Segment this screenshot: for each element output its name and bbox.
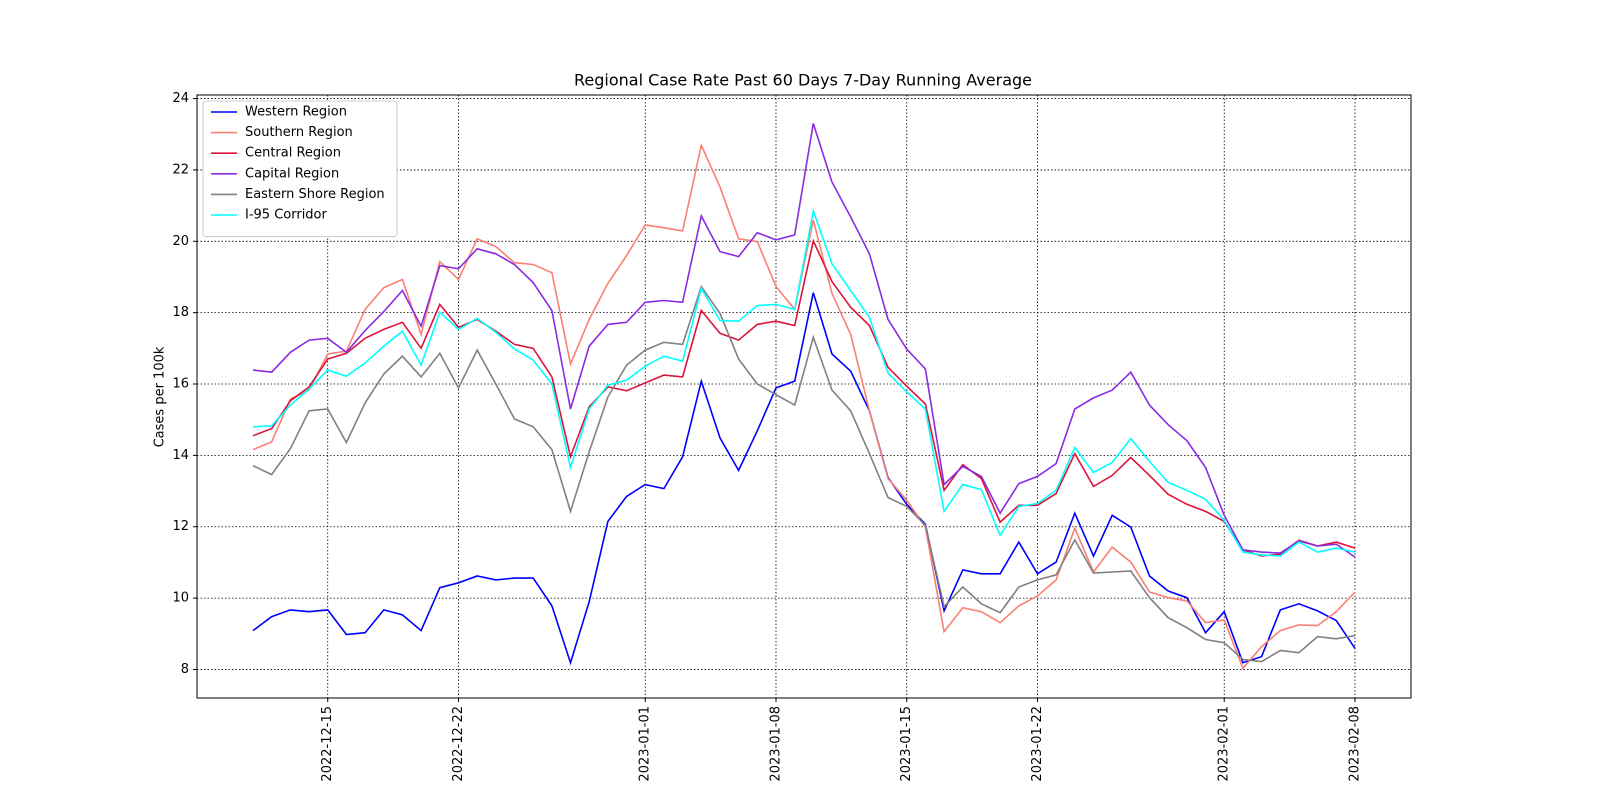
y-tick-label: 20 [172, 234, 189, 249]
series-line [252, 292, 1356, 666]
y-tick-label: 14 [172, 448, 189, 463]
legend: Western Region Southern Region Central Reg… [202, 100, 398, 238]
y-tick-label: 12 [172, 519, 189, 534]
y-tick-label: 22 [172, 162, 189, 177]
legend-label: Southern Region [245, 125, 353, 140]
x-tick-label: 2022-12-22 [451, 706, 466, 782]
series-line [252, 238, 1356, 557]
y-axis-label: Cases per 100k [153, 346, 168, 447]
legend-label: Eastern Shore Region [245, 187, 385, 202]
plot-frame [196, 94, 1412, 699]
y-tick-label: 8 [181, 662, 189, 677]
y-tick-label: 24 [172, 91, 189, 106]
x-tick-label: 2023-01-15 [899, 706, 914, 782]
x-tick-label: 2023-02-01 [1217, 706, 1232, 782]
x-tick-label: 2023-01-22 [1030, 706, 1045, 782]
legend-label: Capital Region [245, 166, 339, 181]
legend-label: I-95 Corridor [245, 208, 328, 223]
series-line [252, 284, 1356, 663]
series-line [252, 142, 1356, 670]
chart-title: Regional Case Rate Past 60 Days 7-Day Ru… [574, 71, 1032, 90]
series-line [252, 123, 1356, 558]
x-tick-label: 2022-12-15 [320, 706, 335, 782]
legend-label: Western Region [245, 105, 347, 120]
series-line [252, 207, 1356, 557]
y-tick-label: 10 [172, 591, 189, 606]
x-tick-label: 2023-02-08 [1347, 706, 1362, 782]
y-tick-label: 18 [172, 305, 189, 320]
y-tick-label: 16 [172, 377, 189, 392]
x-tick-label: 2023-01-01 [638, 706, 653, 782]
x-tick-label: 2023-01-08 [768, 706, 783, 782]
legend-label: Central Region [245, 146, 341, 161]
legend-box [202, 100, 398, 238]
